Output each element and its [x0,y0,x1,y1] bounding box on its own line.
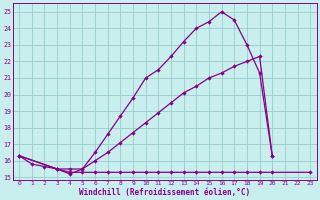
X-axis label: Windchill (Refroidissement éolien,°C): Windchill (Refroidissement éolien,°C) [79,188,250,197]
